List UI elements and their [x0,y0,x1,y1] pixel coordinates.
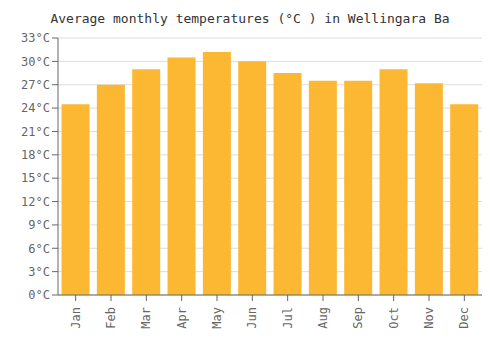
svg-text:Mar: Mar [139,307,153,329]
svg-text:21°C: 21°C [21,125,50,139]
svg-text:0°C: 0°C [28,288,50,302]
svg-text:18°C: 18°C [21,148,50,162]
svg-text:May: May [210,307,224,329]
svg-text:Dec: Dec [457,307,471,329]
svg-text:Nov: Nov [422,307,436,329]
svg-text:33°C: 33°C [21,31,50,45]
svg-text:3°C: 3°C [28,265,50,279]
svg-text:Oct: Oct [387,307,401,329]
svg-text:Jun: Jun [245,307,259,329]
svg-text:12°C: 12°C [21,195,50,209]
svg-text:9°C: 9°C [28,218,50,232]
svg-text:15°C: 15°C [21,171,50,185]
html-text:Average monthly temperatures (: Average monthly temperatures (°C ) in We… [50,11,450,26]
svg-text:6°C: 6°C [28,242,50,256]
svg-text:27°C: 27°C [21,78,50,92]
svg-text:30°C: 30°C [21,55,50,69]
svg-text:24°C: 24°C [21,101,50,115]
svg-text:Apr: Apr [175,307,189,329]
svg-text:Jul: Jul [281,307,295,329]
svg-text:Aug: Aug [316,307,330,329]
svg-text:Sep: Sep [351,307,365,329]
svg-text:Feb: Feb [104,307,118,329]
svg-text:Jan: Jan [69,307,83,329]
